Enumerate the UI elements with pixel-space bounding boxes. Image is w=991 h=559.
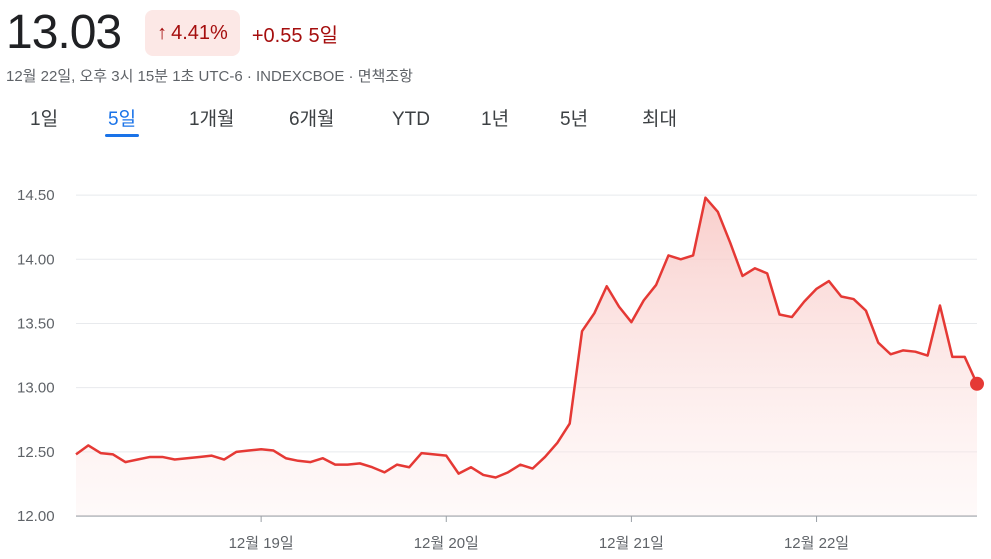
tab-max[interactable]: 최대 — [642, 109, 677, 130]
price-row: 13.03 ↑ 4.41% +0.55 5일 — [6, 0, 413, 66]
change-percent: 4.41% — [171, 21, 228, 44]
y-tick-label: 14.50 — [17, 187, 55, 204]
tab-ytd[interactable]: YTD — [392, 109, 430, 130]
x-tick-label: 12월 22일 — [784, 535, 849, 552]
x-tick-label: 12월 20일 — [414, 535, 479, 552]
y-tick-label: 13.00 — [17, 380, 55, 397]
tab-5y[interactable]: 5년 — [560, 109, 589, 130]
x-axis-ticks: 12월 19일 12월 20일 12월 21일 12월 22일 — [229, 516, 849, 552]
y-tick-label: 13.50 — [17, 315, 55, 332]
last-point-marker[interactable] — [970, 376, 984, 391]
quote-meta: 12월 22일, 오후 3시 15분 1초 UTC-6 · INDEXCBOE … — [6, 68, 413, 85]
change-percent-badge: ↑ 4.41% — [145, 10, 240, 56]
tab-1y[interactable]: 1년 — [481, 109, 510, 130]
x-tick-label: 12월 19일 — [229, 535, 294, 552]
change-summary: +0.55 5일 — [252, 19, 338, 48]
y-axis-ticks: 12.00 12.50 13.00 13.50 14.00 14.50 — [17, 187, 55, 525]
x-tick-label: 12월 21일 — [599, 535, 664, 552]
range-tabs: 1일 5일 1개월 6개월 YTD 1년 5년 최대 — [0, 103, 991, 139]
change-absolute: +0.55 — [251, 24, 303, 47]
tab-1m[interactable]: 1개월 — [189, 109, 235, 130]
series-area-fill — [76, 197, 977, 516]
y-tick-label: 14.00 — [17, 251, 55, 268]
current-price: 13.03 — [6, 6, 122, 59]
series-line — [75, 196, 979, 479]
arrow-up-icon: ↑ — [157, 21, 168, 44]
y-tick-label: 12.00 — [17, 508, 55, 525]
y-tick-label: 12.50 — [17, 444, 55, 461]
tab-1d[interactable]: 1일 — [30, 109, 59, 130]
tab-6m[interactable]: 6개월 — [289, 109, 335, 130]
tab-5d[interactable]: 5일 — [104, 103, 140, 137]
quote-header: 13.03 ↑ 4.41% +0.55 5일 12월 22일, 오후 3시 15분… — [6, 0, 413, 88]
change-period: 5일 — [308, 24, 338, 47]
